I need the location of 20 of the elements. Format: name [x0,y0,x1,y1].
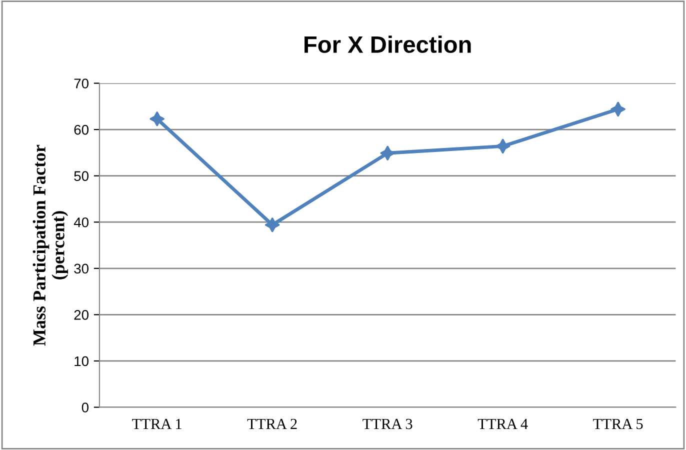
point [149,111,165,127]
chart-title: For X Direction [304,36,471,53]
y-tick-label: 30 [74,264,89,274]
point [380,146,396,161]
x-tick-label: TTRA 3 [362,418,412,430]
y-tick-label: 10 [74,356,89,366]
point [610,102,626,117]
y-tick-label: 40 [74,217,89,228]
x-tick-label: TTRA 2 [247,418,297,429]
y-tick-label: 0 [82,402,89,412]
x-tick-label: TTRA 1 [132,418,182,429]
y-tick-label: 70 [74,78,89,88]
y-tick-label: 20 [74,310,89,320]
y-tick-label: 50 [74,171,89,181]
y-axis-title: Mass Participation Factor (percent) [32,144,68,346]
y-tick-label: 60 [74,124,89,135]
point [495,138,510,154]
x-tick-label: TTRA 4 [478,418,528,429]
x-tick-label: TTRA 5 [593,418,643,430]
point [264,217,280,233]
